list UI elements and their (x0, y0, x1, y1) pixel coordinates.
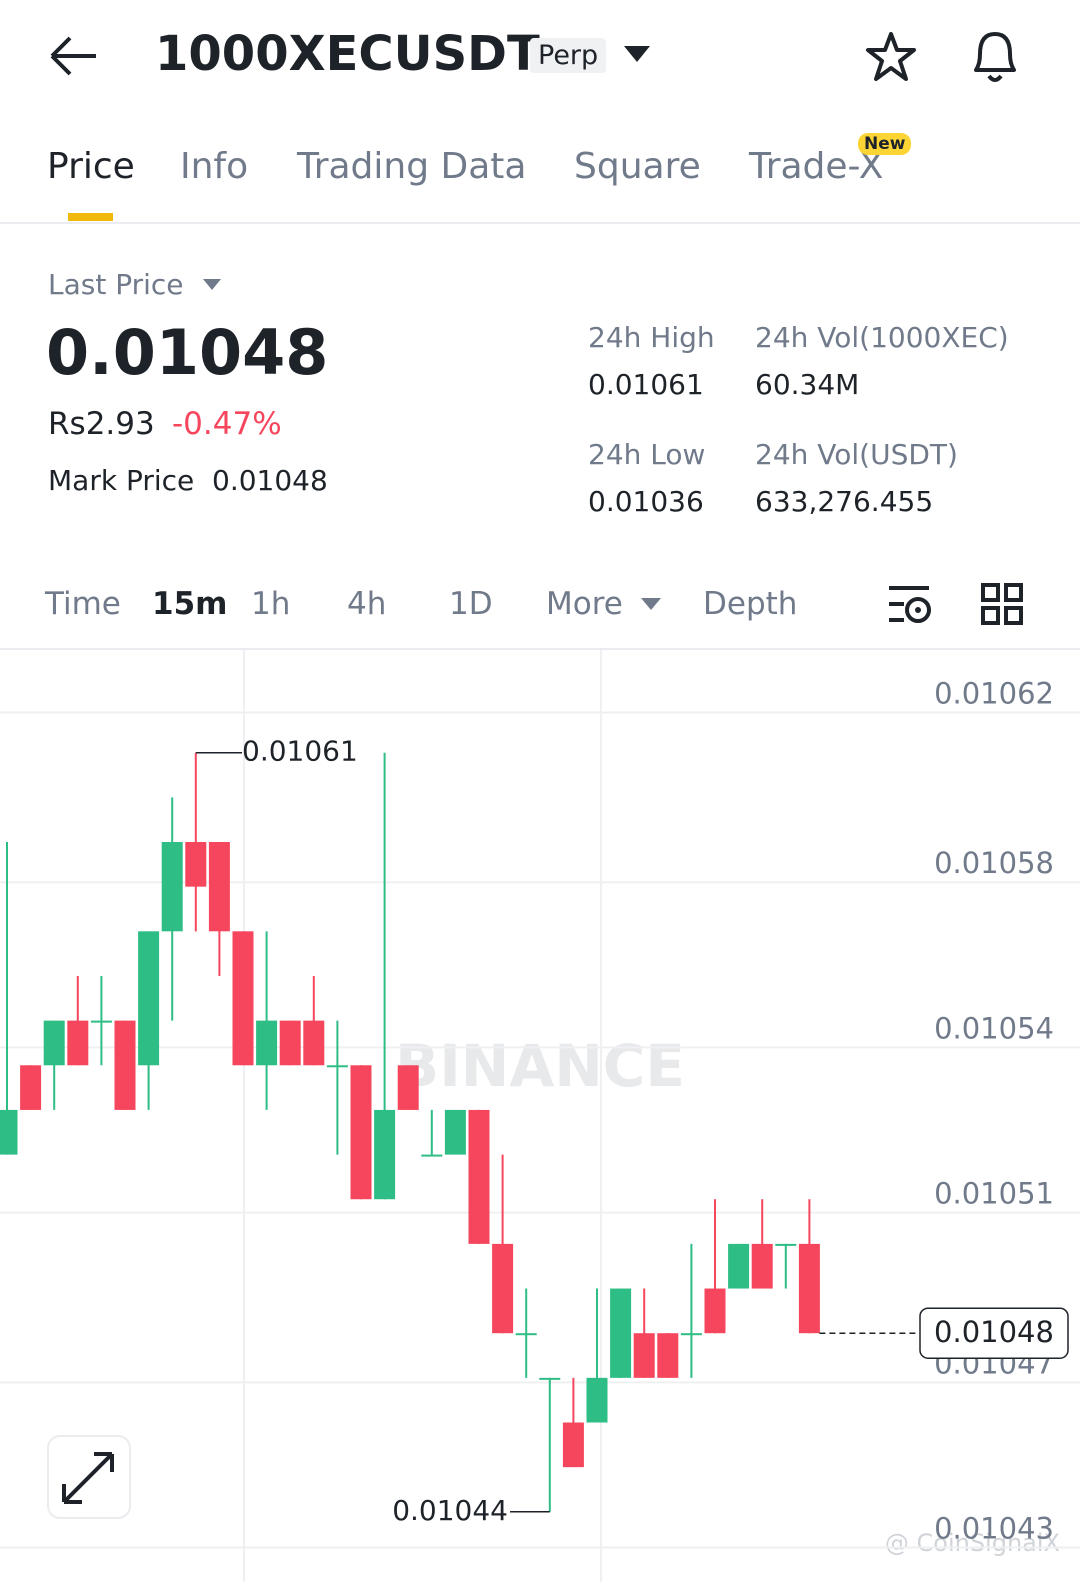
candle-body (610, 1288, 632, 1378)
tab[interactable]: Square (574, 146, 701, 187)
y-tick-label: 0.01043 (934, 1512, 1054, 1546)
candle-body (539, 1377, 561, 1380)
interval[interactable]: 15m (152, 586, 228, 622)
last-price-box (919, 1307, 1069, 1359)
candle-body (657, 1333, 679, 1378)
candle-body (515, 1333, 537, 1336)
candle-body (138, 931, 160, 1066)
candle-body (43, 1020, 65, 1066)
divider (0, 222, 1080, 224)
layout-icon[interactable] (980, 582, 1024, 626)
y-tick-label: 0.01051 (934, 1177, 1054, 1211)
candle-body (798, 1243, 820, 1334)
stat-label: 24h Low (588, 438, 706, 471)
stat-value: 0.01061 (588, 368, 704, 401)
tab[interactable]: Price (47, 146, 135, 187)
candle-body (728, 1243, 750, 1289)
mark-price-label: Mark Price (48, 464, 195, 497)
candle-body (633, 1333, 655, 1378)
tab-indicator (68, 213, 113, 221)
candle-body (90, 1020, 112, 1023)
candlestick-chart: BINANCE @ CoinSignalX 0.01062 0.01058 0.01… (0, 650, 1080, 1582)
candle-body (468, 1109, 490, 1244)
interval[interactable]: More (546, 586, 623, 622)
stat-value: 0.01036 (588, 485, 704, 518)
candle-body (161, 842, 183, 932)
expand-icon (62, 1452, 114, 1504)
divider (0, 648, 1080, 650)
y-tick-label: 0.01062 (934, 677, 1054, 711)
indicator-icon[interactable] (886, 584, 934, 626)
interval[interactable]: 4h (347, 586, 387, 622)
candle-body (326, 1065, 348, 1068)
stat-label: 24h Vol(1000XEC) (755, 321, 1009, 354)
interval[interactable]: 1D (449, 586, 493, 622)
candle-body (751, 1243, 773, 1289)
dropdown-icon (203, 279, 221, 290)
star-icon[interactable] (864, 30, 918, 84)
candle-body (444, 1109, 466, 1155)
stat-value: 60.34M (755, 368, 860, 401)
candle-body (20, 1065, 42, 1110)
y-tick-label: 0.01058 (934, 846, 1054, 880)
mark-price: 0.01048 (212, 464, 328, 497)
candle-body (680, 1333, 702, 1336)
candle-body (421, 1154, 443, 1157)
bell-icon[interactable] (966, 26, 1024, 86)
dropdown-icon[interactable] (622, 44, 652, 64)
candle-body (232, 931, 254, 1066)
low-label: 0.01044 (392, 1494, 508, 1527)
candle-body (185, 842, 207, 887)
tab[interactable]: Trading Data (297, 146, 527, 187)
symbol[interactable]: 1000XECUSDT (155, 26, 540, 82)
candle-body (562, 1422, 584, 1468)
last-price: 0.01048 (46, 316, 329, 389)
back-icon[interactable] (48, 34, 100, 78)
credit: @ CoinSignalX (885, 1529, 1060, 1557)
candle-body (397, 1065, 419, 1110)
candle-body (67, 1020, 89, 1066)
candle-body (350, 1065, 372, 1200)
last-price-label: 0.01048 (934, 1315, 1054, 1349)
price-change: -0.47% (172, 406, 282, 442)
perp-badge: Perp (530, 38, 607, 73)
candle-body (279, 1020, 301, 1066)
candle-body (303, 1020, 325, 1066)
stat-value: 633,276.455 (755, 485, 934, 518)
candle-body (374, 1109, 396, 1200)
last-price-label[interactable]: Last Price (48, 268, 184, 301)
candle-body (492, 1243, 514, 1334)
watermark: BINANCE (395, 1032, 685, 1100)
high-label: 0.01061 (242, 735, 358, 768)
interval[interactable]: Time (45, 586, 121, 622)
candle-body (775, 1243, 797, 1246)
candle-body (0, 1109, 18, 1155)
candle-body (586, 1377, 608, 1423)
candle-body (208, 842, 230, 932)
stat-label: 24h High (588, 321, 715, 354)
interval[interactable]: 1h (251, 586, 291, 622)
candle-body (256, 1020, 278, 1066)
new-badge: New (858, 133, 912, 155)
fiat-price: Rs2.93 (48, 406, 155, 442)
y-tick-label: 0.01054 (934, 1011, 1054, 1045)
interval[interactable]: Depth (703, 586, 798, 622)
candle-body (704, 1288, 726, 1334)
candle-body (114, 1020, 136, 1110)
tab[interactable]: Info (180, 146, 249, 187)
dropdown-icon (641, 598, 661, 610)
stat-label: 24h Vol(USDT) (755, 438, 958, 471)
